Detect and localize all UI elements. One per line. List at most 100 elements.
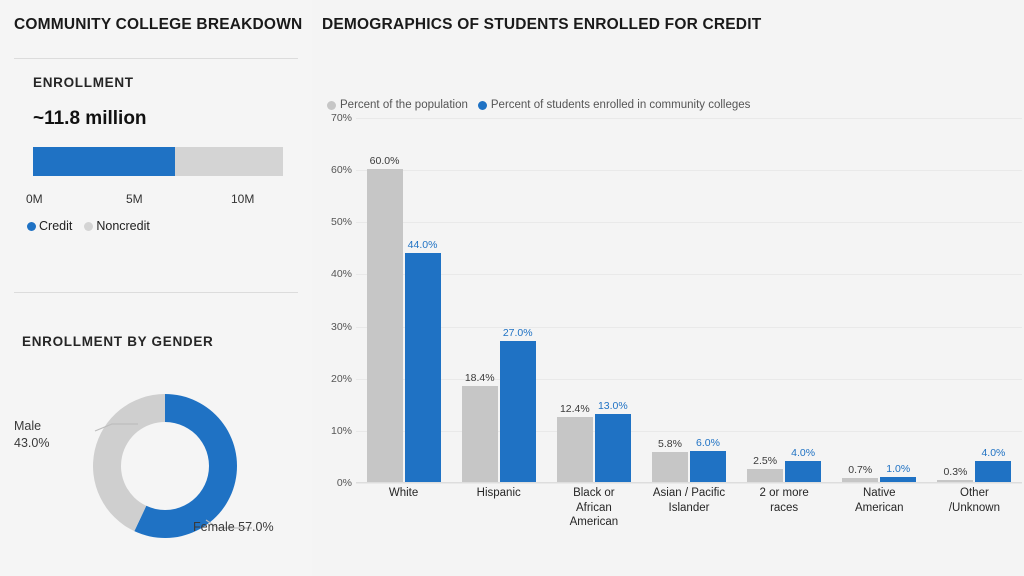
legend-label-credit: Credit <box>39 219 73 233</box>
enrollment-credit-segment <box>33 147 175 176</box>
bar-value-label: 1.0% <box>886 462 911 475</box>
divider-middle <box>14 292 298 293</box>
chart-legend-item-students: Percent of students enrolled in communit… <box>477 99 751 111</box>
bar-group: 60.0% 44.0% <box>356 118 451 482</box>
y-tick-40: 40% <box>330 268 352 281</box>
bar-column: 18.4% <box>461 118 498 482</box>
gender-section-label: ENROLLMENT BY GENDER <box>22 334 214 349</box>
y-tick-50: 50% <box>330 216 352 229</box>
right-panel: DEMOGRAPHICS OF STUDENTS ENROLLED FOR CR… <box>312 0 1024 576</box>
bar-students[interactable]: 4.0% <box>785 447 822 482</box>
bar-column: 60.0% <box>366 118 403 482</box>
enrollment-axis: 0M 5M 10M <box>26 192 294 208</box>
male-label-value: 43.0% <box>14 435 50 450</box>
bar-chart-plot: 0% 10% 20% 30% 40% 50% 60% 70% 60.0% 44.0% 18.4% 2… <box>322 112 1022 528</box>
noncredit-swatch-icon <box>84 221 94 231</box>
x-axis-label: 2 or more races <box>759 487 809 514</box>
credit-swatch-icon <box>27 221 36 231</box>
gridline <box>356 222 1022 224</box>
male-label-text: Male <box>14 419 42 433</box>
chart-legend-label-population: Percent of the population <box>340 99 468 111</box>
x-axis-label: Native American <box>854 487 904 514</box>
enrollment-stacked-bar <box>33 147 283 176</box>
bar-value-label: 60.0% <box>369 155 400 168</box>
gridline <box>356 378 1022 380</box>
bar-students[interactable]: 13.0% <box>594 400 631 482</box>
bar-column: 0.7% <box>842 118 879 482</box>
bar-population[interactable]: 5.8% <box>651 438 688 482</box>
bar-column: 6.0% <box>689 118 726 482</box>
population-swatch-icon <box>327 100 336 110</box>
donut-label-female: Female 57.0% <box>193 520 274 534</box>
bar-value-label: 0.3% <box>943 466 968 479</box>
divider-top <box>14 58 298 59</box>
bar-value-label: 6.0% <box>696 436 720 449</box>
enrollment-tick-0m: 0M <box>26 192 43 206</box>
bar-groups: 60.0% 44.0% 18.4% 27.0% 12.4% 13.0% 5.8% 6.0% 2.… <box>356 118 1022 482</box>
bar-value-label: 13.0% <box>597 400 628 413</box>
bar-value-label: 4.0% <box>791 447 816 460</box>
bar-value-label: 44.0% <box>407 238 438 251</box>
chart-legend-item-population: Percent of the population <box>327 99 468 111</box>
donut-slices <box>92 394 237 538</box>
bar-group: 5.8% 6.0% <box>641 118 736 482</box>
left-panel-title: COMMUNITY COLLEGE BREAKDOWN <box>14 16 303 33</box>
bar-column: 13.0% <box>594 118 631 482</box>
bar-population[interactable]: 2.5% <box>747 455 784 482</box>
bar-population[interactable]: 12.4% <box>556 403 593 482</box>
bar-population[interactable]: 0.3% <box>937 466 974 482</box>
y-tick-0: 0% <box>336 477 352 489</box>
x-axis-labels: White Hispanic Black or African American Asia… <box>356 486 1022 530</box>
bar-group: 18.4% 27.0% <box>451 118 546 482</box>
bar-group: 12.4% 13.0% <box>546 118 641 482</box>
bar-students[interactable]: 44.0% <box>404 239 441 482</box>
legend-item-credit: Credit <box>27 219 72 233</box>
bar-group: 0.3% 4.0% <box>927 118 1022 482</box>
bar-value-label: 18.4% <box>464 372 495 385</box>
gridline <box>356 274 1022 276</box>
bar-population[interactable]: 0.7% <box>842 464 879 482</box>
x-axis-label: White <box>388 487 419 499</box>
bar-value-label: 12.4% <box>559 403 590 416</box>
y-tick-70: 70% <box>330 112 352 124</box>
enrollment-total-value: ~11.8 million <box>33 108 147 129</box>
students-swatch-icon <box>477 100 487 110</box>
y-tick-60: 60% <box>330 164 352 177</box>
x-axis-label: Asian / Pacific Islander <box>652 487 726 514</box>
bar-group: 0.7% 1.0% <box>832 118 927 482</box>
bar-column: 44.0% <box>404 118 441 482</box>
gridline <box>356 170 1022 172</box>
x-axis-label: Black or African American <box>569 487 619 529</box>
gridline <box>356 483 1022 484</box>
donut-svg <box>92 394 252 538</box>
bar-students[interactable]: 27.0% <box>499 327 536 482</box>
bar-column: 4.0% <box>975 118 1012 482</box>
legend-item-noncredit: Noncredit <box>84 219 150 233</box>
bar-group: 2.5% 4.0% <box>737 118 832 482</box>
y-tick-10: 10% <box>330 424 352 437</box>
bar-value-label: 0.7% <box>848 464 873 477</box>
gender-donut-chart <box>20 368 310 564</box>
bar-students[interactable]: 4.0% <box>975 447 1012 482</box>
male-leader-line <box>94 423 138 432</box>
bar-column: 12.4% <box>556 118 593 482</box>
enrollment-section-label: ENROLLMENT <box>33 75 134 90</box>
bar-population[interactable]: 18.4% <box>461 372 498 482</box>
x-axis-label: Hispanic <box>476 487 521 499</box>
gridline <box>356 326 1022 328</box>
donut-label-male: Male 43.0% <box>14 418 49 452</box>
bar-column: 1.0% <box>880 118 917 482</box>
y-tick-20: 20% <box>330 372 352 385</box>
gridline <box>356 118 1022 119</box>
bar-column: 27.0% <box>499 118 536 482</box>
enrollment-legend: Credit Noncredit <box>27 219 157 233</box>
bar-students[interactable]: 1.0% <box>880 463 917 482</box>
chart-legend-label-students: Percent of students enrolled in communit… <box>490 99 751 111</box>
enrollment-tick-10m: 10M <box>231 192 255 206</box>
bar-population[interactable]: 60.0% <box>366 155 403 482</box>
gridline <box>356 430 1022 432</box>
left-panel: COMMUNITY COLLEGE BREAKDOWN ENROLLMENT ~… <box>0 0 313 576</box>
x-axis-label: Other/Unknown <box>948 487 1000 514</box>
bar-students[interactable]: 6.0% <box>689 437 726 482</box>
